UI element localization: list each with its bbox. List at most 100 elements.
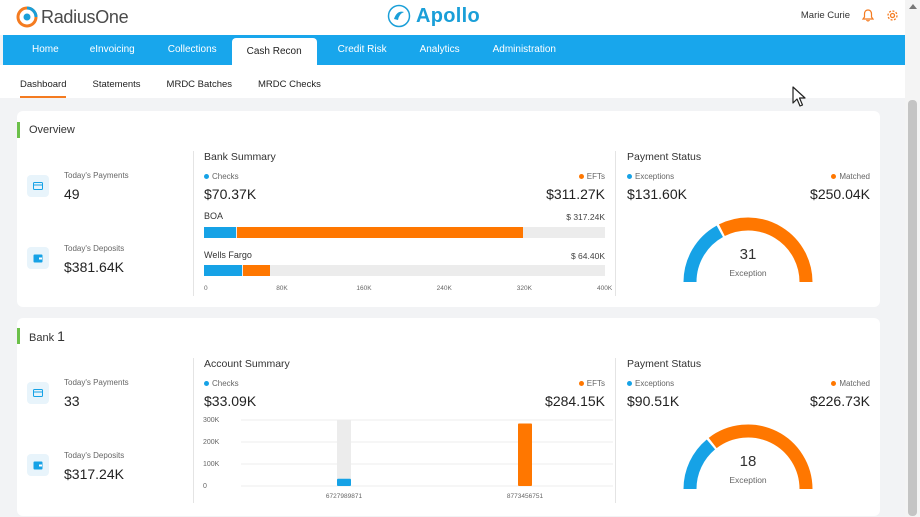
bank-bar-track [204,227,605,238]
matched-legend: Matched [831,172,870,181]
tab-statements[interactable]: Statements [92,79,141,90]
deposits-value: $317.24K [64,466,124,482]
bank-title: Bank [29,332,55,344]
y-tick-label: 100K [203,461,220,468]
gauge-exceptions-arc [683,439,716,490]
card-title: Overview [17,122,75,138]
matched-value: $226.73K [810,393,870,409]
bank-summary-title: Bank Summary [204,151,276,163]
bell-icon[interactable] [862,9,874,22]
account-bar-track [337,420,351,486]
payments-label: Today's Payments [64,378,129,387]
deposits-value: $381.64K [64,259,124,275]
payment-status-gauge [683,424,813,490]
account-bar-checks [337,478,351,486]
account-summary-chart: 300K 200K 100K 0 6727989871 8773456751 [203,417,613,500]
payment-status-title: Payment Status [627,151,702,163]
divider [615,151,616,296]
bank-bar-amount: $ 64.40K [570,251,605,261]
exceptions-legend: Exceptions [627,172,674,181]
exceptions-legend-label: Exceptions [635,379,675,388]
bank-bar-label: Wells Fargo [204,250,252,260]
axis-tick-label: 320K [516,285,532,292]
axis-tick-label: 160K [356,285,372,292]
efts-legend: EFTs [578,172,605,181]
bank-bar-efts [237,227,524,238]
payment-status-title: Payment Status [627,358,702,370]
bank-card: Bank 1 Today's Payments 33 Today's Deposi… [17,318,880,516]
tab-mrdc-batches[interactable]: MRDC Batches [166,79,233,90]
mouse-cursor-icon [792,86,806,107]
axis-tick-label: 400K [597,285,613,292]
axis-tick-label: 0 [204,285,208,292]
bank-bar-label: BOA [204,211,224,221]
gauge-center-label: Exception [729,268,767,278]
nav-cash-recon[interactable]: Cash Recon [231,38,317,65]
bank-number: 1 [57,328,65,344]
bank-bar-checks [204,227,237,238]
radiusone-logo-icon [16,6,38,28]
checks-legend-label: Checks [212,172,239,181]
gauge-center-value: 18 [739,453,757,470]
gauge-center-value: 31 [739,246,757,263]
user-name[interactable]: Marie Curie [800,10,850,21]
checks-dot [204,174,209,179]
overview-card: Overview Today's Payments 49 Today's Dep… [17,111,880,307]
payments-label: Today's Payments [64,171,129,180]
divider [615,358,616,503]
divider [193,358,194,503]
app-logo: Apollo [387,4,480,28]
user-area: Marie Curie [801,9,899,22]
nav-administration[interactable]: Administration [492,44,556,55]
payments-card-icon [27,382,49,404]
axis-tick-label: 80K [276,285,288,292]
card-title: Bank 1 [17,328,65,344]
deposits-wallet-icon [27,247,49,269]
scrollbar-thumb[interactable] [908,100,917,516]
gear-icon[interactable] [886,9,899,22]
checks-value: $33.09K [204,393,257,409]
brand-logo[interactable]: RadiusOne [16,6,129,28]
exceptions-dot [627,381,632,386]
efts-dot [578,381,584,386]
payments-value: 49 [64,186,80,202]
divider [193,151,194,296]
top-bar: RadiusOne Apollo Marie Curie [0,0,905,35]
account-summary-title: Account Summary [204,358,290,370]
efts-dot [578,174,584,179]
nav-einvoicing[interactable]: eInvoicing [89,44,135,55]
matched-dot [831,174,837,179]
vertical-scrollbar[interactable] [905,0,920,517]
matched-legend-label: Matched [839,172,870,181]
efts-value: $311.27K [546,186,605,202]
nav-home[interactable]: Home [32,44,59,55]
deposits-label: Today's Deposits [64,451,125,460]
gauge-matched-arc [708,424,813,490]
checks-legend: Checks [204,172,239,181]
exceptions-legend: Exceptions [627,379,674,388]
exceptions-legend-label: Exceptions [635,172,675,181]
tab-dashboard[interactable]: Dashboard [20,65,67,98]
bank-bar-checks [204,265,243,276]
gauge-matched-arc [718,217,813,283]
exceptions-dot [627,174,632,179]
nav-analytics[interactable]: Analytics [419,44,460,55]
efts-value: $284.15K [545,393,605,409]
checks-legend-label: Checks [212,379,239,388]
axis-tick-label: 240K [436,285,452,292]
payment-status-gauge [683,217,813,283]
exceptions-value: $131.60K [627,186,687,202]
nav-collections[interactable]: Collections [167,44,217,55]
scroll-up-arrow-icon[interactable] [909,4,917,9]
efts-legend: EFTs [578,379,605,388]
matched-dot [831,381,837,386]
sub-tabs: Dashboard Statements MRDC Batches MRDC C… [0,65,905,98]
checks-legend: Checks [204,379,239,388]
nav-credit-risk[interactable]: Credit Risk [337,44,387,55]
tab-mrdc-checks[interactable]: MRDC Checks [258,79,321,90]
exceptions-value: $90.51K [627,393,680,409]
app-name: Apollo [416,4,481,27]
payments-value: 33 [64,393,80,409]
account-x-label: 6727989871 [326,493,363,500]
apollo-logo-icon [387,4,411,28]
